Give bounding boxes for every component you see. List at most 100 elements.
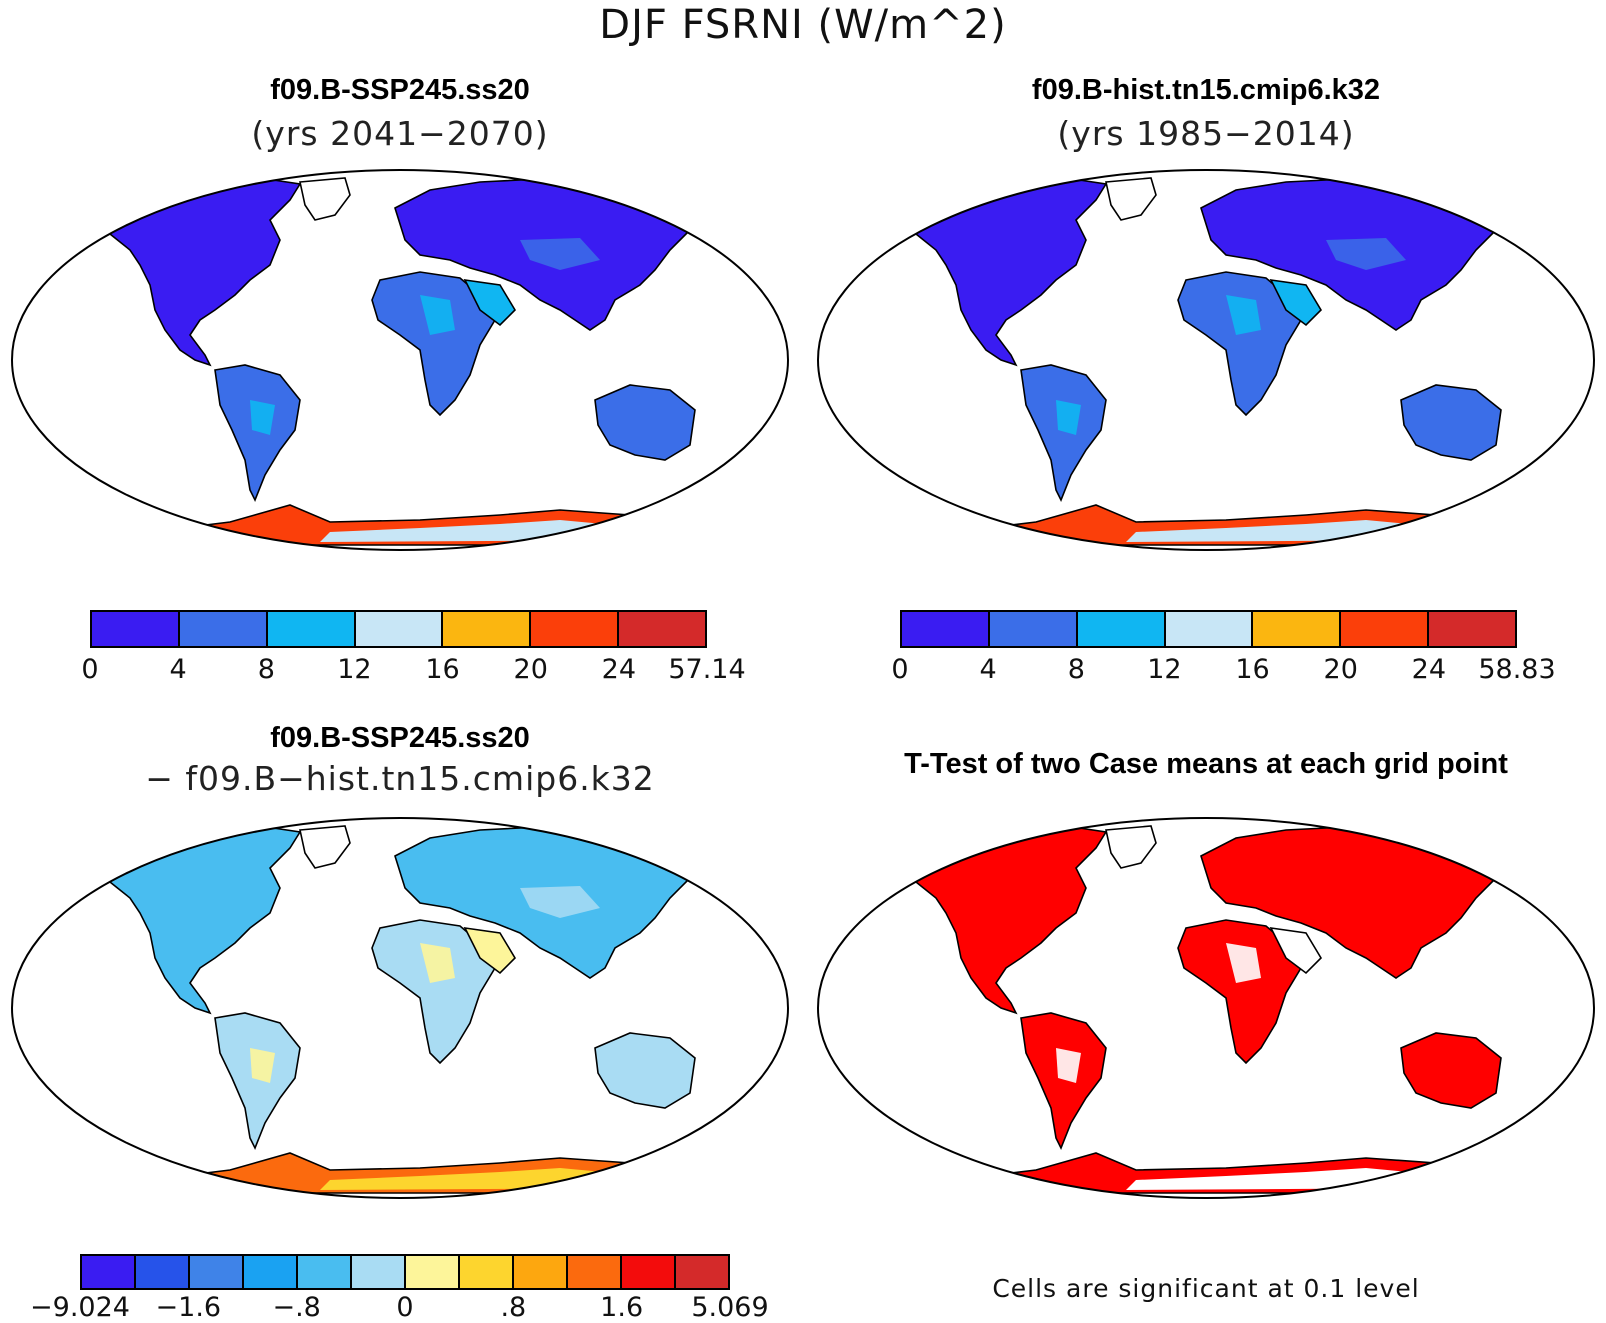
map-greenland [1105, 177, 1157, 221]
colorbar-ssp-labels: 0 4 8 12 16 20 24 57.14 [81, 654, 745, 688]
panel-hist-title: f09.B-hist.tn15.cmip6.k32 [1031, 74, 1381, 106]
colorbar-hist-tick-label: 12 [1147, 654, 1182, 685]
map-sahel-patch [420, 295, 455, 335]
map-greenland [299, 177, 351, 221]
map-greenland [1105, 825, 1157, 869]
colorbar-diff-tick-label: −9.024 [30, 1292, 130, 1323]
map-australia [594, 1032, 696, 1109]
colorbar-ssp-swatch [443, 612, 532, 646]
map-arabia [463, 926, 517, 975]
colorbar-ssp-tick-label: 24 [601, 654, 637, 685]
colorbar-diff-labels: −9.024 −1.6 −.8 0 .8 1.6 5.069 [30, 1292, 769, 1323]
map-asia-patch [520, 238, 600, 270]
colorbar-diff-swatch [406, 1256, 460, 1288]
map-arabia [1269, 926, 1323, 975]
colorbar-ssp-tick-label: 4 [169, 654, 187, 685]
colorbar-ssp-swatch [355, 612, 444, 646]
map-greenland [299, 825, 351, 869]
map-southAmerica [214, 364, 301, 502]
map-arabia [463, 278, 517, 327]
colorbar-ssp-swatch [619, 612, 706, 646]
colorbar-diff-swatch [676, 1256, 728, 1288]
map-diff [11, 817, 789, 1199]
colorbar-hist-swatch [989, 612, 1078, 646]
colorbar-hist-swatch [1165, 612, 1254, 646]
colorbar-diff-swatch [136, 1256, 190, 1288]
colorbar-diff-tick-label: .8 [500, 1292, 527, 1323]
map-ttest [817, 817, 1595, 1199]
map-ssp [11, 169, 789, 551]
panel-diff-title: f09.B-SSP245.ss20 [270, 722, 530, 754]
colorbar-hist-tick-label: 4 [979, 654, 997, 685]
colorbar-hist-labels: 0 4 8 12 16 20 24 58.83 [891, 654, 1555, 688]
map-australia [1400, 384, 1502, 461]
map-asia-patch [1326, 238, 1406, 270]
colorbar-hist-tick-label: 20 [1323, 654, 1358, 685]
map-australia [1400, 1032, 1502, 1109]
map-asia-patch [1326, 886, 1406, 918]
colorbar-hist-tick-label: 16 [1235, 654, 1270, 685]
map-border [11, 169, 789, 551]
colorbar-hist-swatch [1077, 612, 1166, 646]
map-arabia [1269, 278, 1323, 327]
colorbar-ssp-tick-label: 0 [81, 654, 99, 685]
colorbar-hist-tick-label: 0 [891, 654, 909, 685]
map-southAmerica [1020, 1012, 1107, 1150]
map-border [817, 817, 1595, 1199]
significance-note: Cells are significant at 0.1 level [992, 1274, 1420, 1303]
colorbar-ssp-swatch [179, 612, 268, 646]
colorbar-ssp-swatch [267, 612, 356, 646]
panel-ssp-subtitle: (yrs 2041−2070) [251, 114, 549, 153]
colorbar-hist-tick-label: 8 [1067, 654, 1085, 685]
colorbar-diff-tick-label: −1.6 [155, 1292, 222, 1323]
colorbar-diff-swatch [514, 1256, 568, 1288]
colorbar-hist-swatch [1429, 612, 1516, 646]
colorbar-hist-tick-label: 24 [1411, 654, 1447, 685]
map-sahel-patch [420, 943, 455, 983]
colorbar-diff-swatch [82, 1256, 136, 1288]
colorbar-diff-swatch [460, 1256, 514, 1288]
panel-ssp-title: f09.B-SSP245.ss20 [270, 74, 530, 106]
colorbar-diff-swatch [622, 1256, 676, 1288]
map-sahel-patch [1226, 295, 1261, 335]
panel-diff-subtitle: − f09.B−hist.tn15.cmip6.k32 [145, 759, 655, 798]
colorbar-ssp-tick-label: 12 [337, 654, 372, 685]
map-southAmerica [214, 1012, 301, 1150]
colorbar-hist-swatch [1253, 612, 1342, 646]
colorbar-hist-swatch [902, 612, 990, 646]
colorbar-ssp-swatch [92, 612, 180, 646]
figure-title: DJF FSRNI (W/m^2) [599, 2, 1007, 48]
colorbar-ssp-swatch [531, 612, 620, 646]
map-sahel-patch [1226, 943, 1261, 983]
colorbar-diff-swatch [190, 1256, 244, 1288]
map-southAmerica [1020, 364, 1107, 502]
colorbar-hist-tick-label: 58.83 [1478, 654, 1556, 685]
colorbar-hist-swatch [1341, 612, 1430, 646]
colorbar-diff-swatch [244, 1256, 298, 1288]
map-amazon-patch [250, 1048, 275, 1083]
colorbar-diff-tick-label: 5.069 [691, 1292, 769, 1323]
map-hist [817, 169, 1595, 551]
map-australia [594, 384, 696, 461]
colorbar-ssp-tick-label: 57.14 [668, 654, 746, 685]
colorbar-diff-tick-label: −.8 [272, 1292, 321, 1323]
map-amazon-patch [1056, 400, 1081, 435]
map-amazon-patch [250, 400, 275, 435]
panel-ttest-title: T-Test of two Case means at each grid po… [904, 748, 1508, 780]
colorbar-ssp [90, 610, 707, 648]
colorbar-hist [900, 610, 1517, 648]
colorbar-diff-swatch [298, 1256, 352, 1288]
map-asia-patch [520, 886, 600, 918]
colorbar-ssp-tick-label: 8 [257, 654, 275, 685]
colorbar-diff-tick-label: 1.6 [600, 1292, 644, 1323]
colorbar-ssp-tick-label: 20 [513, 654, 548, 685]
colorbar-diff [80, 1254, 730, 1290]
map-border [11, 817, 789, 1199]
colorbar-diff-tick-label: 0 [396, 1292, 414, 1323]
map-border [817, 169, 1595, 551]
colorbar-diff-swatch [352, 1256, 406, 1288]
map-amazon-patch [1056, 1048, 1081, 1083]
panel-hist-subtitle: (yrs 1985−2014) [1057, 114, 1355, 153]
colorbar-diff-swatch [568, 1256, 622, 1288]
colorbar-ssp-tick-label: 16 [425, 654, 460, 685]
